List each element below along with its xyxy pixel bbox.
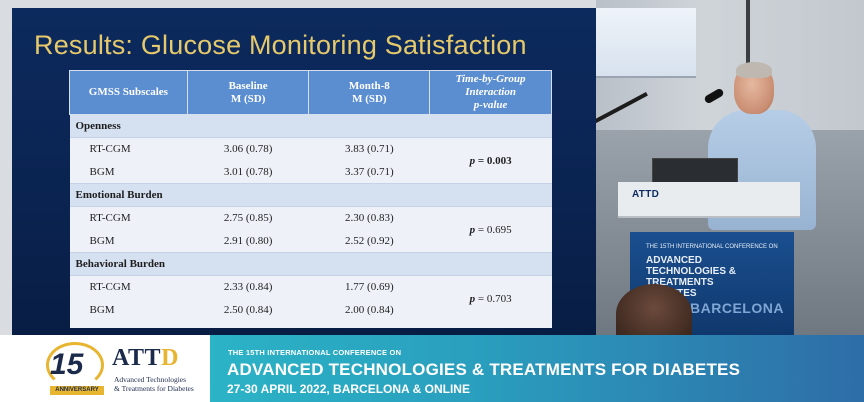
anniversary-number: 15 bbox=[50, 348, 84, 381]
p-value: = 0.703 bbox=[477, 292, 512, 305]
p-letter: p bbox=[469, 154, 476, 167]
attd-subtitle-1: Advanced Technologies bbox=[114, 375, 187, 384]
baseline-value: 3.06 (0.78) bbox=[187, 137, 309, 161]
group-label: RT-CGM bbox=[69, 137, 188, 161]
microphone-icon bbox=[703, 87, 725, 105]
header-subscale: GMSS Subscales bbox=[69, 70, 188, 115]
conference-banner: 15 ANNIVERSARY ATTD Advanced Technologie… bbox=[0, 335, 864, 402]
month8-value: 2.30 (0.83) bbox=[308, 206, 430, 230]
table-spacer bbox=[69, 321, 552, 328]
section-label: Behavioral Burden bbox=[69, 252, 552, 276]
table-row: RT-CGM 2.75 (0.85) 2.30 (0.83) p = 0.695 bbox=[69, 206, 552, 253]
presentation-slide: Results: Glucose Monitoring Satisfaction… bbox=[12, 8, 596, 335]
month8-value: 2.00 (0.84) bbox=[308, 298, 430, 322]
header-month8-label: Month-8 bbox=[348, 79, 390, 92]
header-baseline: Baseline M (SD) bbox=[186, 70, 310, 115]
projection-screen-edge bbox=[596, 8, 696, 78]
header-interaction-line1: Time-by-Group bbox=[455, 73, 526, 85]
baseline-value: 2.33 (0.84) bbox=[187, 275, 309, 299]
table-row: RT-CGM 3.06 (0.78) 3.83 (0.71) p = 0.003 bbox=[69, 137, 552, 184]
group-label: RT-CGM bbox=[69, 206, 188, 230]
attd-logo: ATTD bbox=[112, 345, 179, 372]
baseline-value: 2.75 (0.85) bbox=[187, 206, 309, 230]
anniversary-badge: 15 ANNIVERSARY bbox=[46, 342, 104, 395]
table-row: BGM 2.50 (0.84) 2.00 (0.84) bbox=[69, 298, 552, 322]
p-value: = 0.003 bbox=[477, 154, 512, 167]
table-row: BGM 2.91 (0.80) 2.52 (0.92) bbox=[69, 229, 552, 253]
banner-title-area: THE 15TH INTERNATIONAL CONFERENCE ON ADV… bbox=[210, 335, 864, 402]
month8-value: 3.83 (0.71) bbox=[308, 137, 430, 161]
section-label: Openness bbox=[69, 114, 552, 138]
podium-line3: TREATMENTS bbox=[646, 277, 714, 288]
anniversary-label: ANNIVERSARY bbox=[50, 386, 104, 395]
table-row: BGM 3.01 (0.78) 3.37 (0.71) bbox=[69, 160, 552, 184]
stage-camera-view: ATTD THE 15TH INTERNATIONAL CONFERENCE O… bbox=[596, 0, 864, 335]
month8-value: 3.37 (0.71) bbox=[308, 160, 430, 184]
baseline-value: 2.91 (0.80) bbox=[187, 229, 309, 253]
p-value: = 0.695 bbox=[477, 223, 512, 236]
p-letter: p bbox=[469, 223, 476, 236]
group-label: BGM bbox=[69, 160, 188, 184]
results-table: GMSS Subscales Baseline M (SD) Month-8 M… bbox=[69, 70, 552, 328]
section-row-openness: Openness bbox=[69, 114, 552, 138]
podium-line2: TECHNOLOGIES & bbox=[646, 266, 737, 277]
anniversary-ring-icon bbox=[46, 342, 104, 388]
baseline-value: 2.50 (0.84) bbox=[187, 298, 309, 322]
baseline-value: 3.01 (0.78) bbox=[187, 160, 309, 184]
attd-logo-text: ATT bbox=[112, 345, 162, 371]
podium-top: ATTD bbox=[618, 182, 800, 218]
header-month8: Month-8 M (SD) bbox=[308, 70, 431, 115]
p-value-cell: p = 0.703 bbox=[429, 275, 552, 322]
table-row: RT-CGM 2.33 (0.84) 1.77 (0.69) p = 0.703 bbox=[69, 275, 552, 322]
month8-value: 1.77 (0.69) bbox=[308, 275, 430, 299]
attd-logo-d: D bbox=[161, 345, 179, 371]
banner-logo-area: 15 ANNIVERSARY ATTD Advanced Technologie… bbox=[0, 335, 210, 402]
podium-line1: ADVANCED bbox=[646, 255, 702, 266]
header-interaction-line3: p-value bbox=[473, 99, 508, 111]
podium-conf-small: THE 15TH INTERNATIONAL CONFERENCE ON bbox=[646, 244, 778, 250]
section-label: Emotional Burden bbox=[69, 183, 552, 207]
group-label: BGM bbox=[69, 229, 188, 253]
attd-subtitle-2: & Treatments for Diabetes bbox=[114, 384, 194, 393]
conference-name: ADVANCED TECHNOLOGIES & TREATMENTS FOR D… bbox=[227, 360, 741, 379]
month8-value: 2.52 (0.92) bbox=[308, 229, 430, 253]
p-value-cell: p = 0.003 bbox=[429, 137, 552, 184]
group-label: BGM bbox=[69, 298, 188, 322]
conference-pretitle: THE 15TH INTERNATIONAL CONFERENCE ON bbox=[228, 348, 402, 357]
header-month8-unit: M (SD) bbox=[352, 92, 387, 105]
table-header-row: GMSS Subscales Baseline M (SD) Month-8 M… bbox=[69, 70, 552, 115]
header-interaction: Time-by-Group Interaction p-value bbox=[429, 70, 552, 115]
spacer-cell bbox=[69, 321, 552, 328]
header-interaction-line2: Interaction bbox=[465, 86, 516, 98]
section-row-behavioral-burden: Behavioral Burden bbox=[69, 252, 552, 276]
header-baseline-label: Baseline bbox=[228, 79, 268, 92]
audience-member-head bbox=[616, 284, 692, 335]
podium-logo: ATTD bbox=[632, 189, 660, 200]
speaker-hair bbox=[736, 62, 772, 78]
podium-city: BARCELONA bbox=[690, 300, 784, 316]
p-value-cell: p = 0.695 bbox=[429, 206, 552, 253]
group-label: RT-CGM bbox=[69, 275, 188, 299]
conference-date: 27-30 APRIL 2022, BARCELONA & ONLINE bbox=[227, 382, 470, 396]
slide-title: Results: Glucose Monitoring Satisfaction bbox=[34, 30, 527, 60]
section-row-emotional-burden: Emotional Burden bbox=[69, 183, 552, 207]
header-baseline-unit: M (SD) bbox=[230, 92, 266, 105]
p-letter: p bbox=[469, 292, 476, 305]
